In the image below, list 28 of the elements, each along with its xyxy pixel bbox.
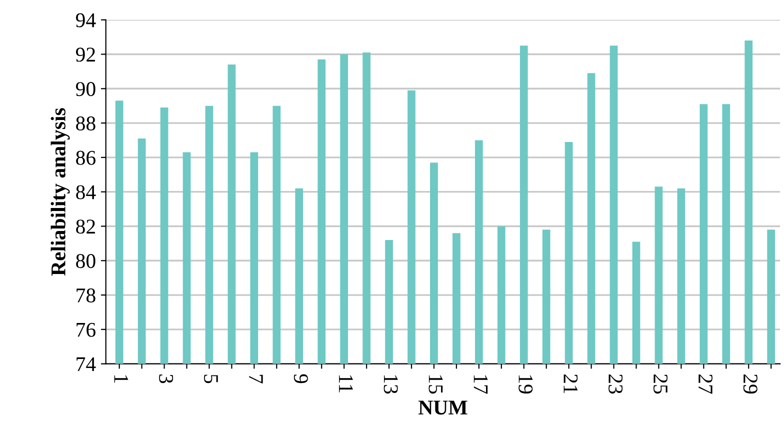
- y-tick-label: 78: [76, 288, 96, 302]
- x-axis-title: NUM: [418, 400, 468, 415]
- y-tick-label: 86: [76, 150, 96, 165]
- x-tick-label: 29: [743, 374, 758, 394]
- x-tick-label: 9: [294, 374, 308, 384]
- x-tick-label: 1: [114, 375, 128, 383]
- y-tick-label: 76: [76, 322, 96, 337]
- x-tick-label: 19: [518, 375, 533, 394]
- x-tick-label: 5: [204, 374, 218, 384]
- x-tick-label: 25: [654, 374, 668, 394]
- y-tick-label: 84: [76, 185, 96, 200]
- y-tick-label: 82: [76, 220, 95, 234]
- y-tick-label: 90: [76, 82, 96, 96]
- y-tick-label: 88: [76, 116, 96, 130]
- x-tick-label: 11: [339, 375, 353, 392]
- y-tick-label: 80: [76, 254, 96, 268]
- x-tick-label: 17: [474, 375, 488, 394]
- y-tick-label: 94: [76, 13, 96, 28]
- x-tick-label: 27: [698, 374, 712, 394]
- y-tick-label: 92: [76, 48, 95, 62]
- y-axis-title: Reliability analysis: [50, 108, 70, 276]
- x-tick-label: 3: [159, 374, 174, 384]
- x-tick-label: 13: [384, 375, 398, 394]
- x-tick-label: 23: [608, 374, 623, 394]
- x-tick-label: 15: [428, 375, 443, 394]
- x-tick-label: 7: [249, 374, 263, 384]
- y-tick-label: 74: [76, 357, 96, 372]
- x-tick-label: 21: [564, 374, 578, 394]
